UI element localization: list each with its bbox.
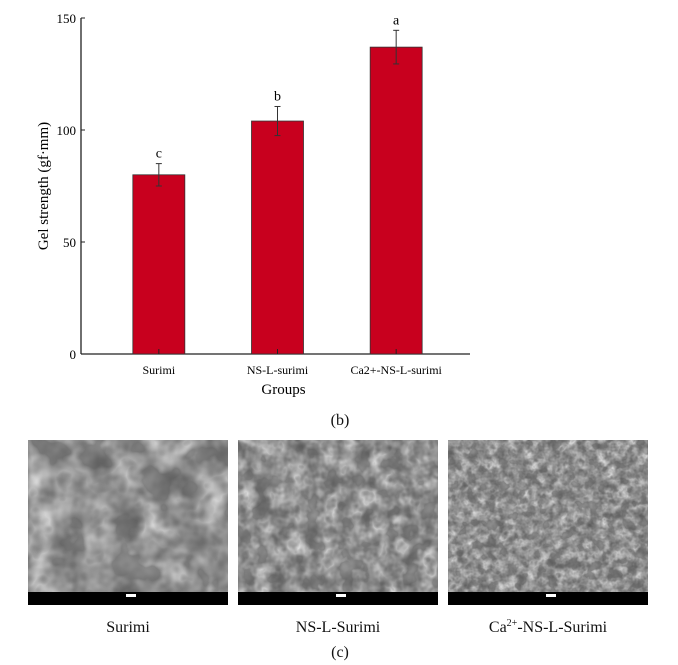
y-tick-label: 0 (70, 347, 77, 362)
y-tick-label: 50 (63, 235, 76, 250)
significance-letter: b (274, 89, 281, 104)
x-tick-label: Ca2+-NS-L-surimi (350, 363, 442, 377)
significance-letter: a (393, 13, 400, 28)
x-axis-label: Groups (261, 382, 305, 398)
caption-superscript: 2+ (506, 618, 518, 629)
y-tick-label: 100 (57, 123, 77, 138)
x-tick-label: NS-L-surimi (247, 363, 309, 377)
bar (369, 46, 423, 355)
panel-label-c: (c) (331, 644, 349, 661)
x-tick-label: Surimi (142, 363, 175, 377)
sem-info-bar (448, 592, 648, 605)
caption-part: Ca (488, 619, 507, 636)
sem-image-ca-ns-l-surimi (448, 440, 648, 605)
caption-part: -NS-L-Surimi (517, 619, 608, 636)
sem-image-ns-l-surimi (238, 440, 438, 605)
sem-caption-ns-l-surimi: NS-L-Surimi (295, 619, 381, 636)
sem-info-bar (238, 592, 438, 605)
sem-caption-surimi: Surimi (106, 619, 150, 636)
scale-bar (126, 594, 136, 597)
y-axis-label: Gel strength (gf·mm) (36, 122, 52, 250)
scale-bar (546, 594, 556, 597)
y-tick-label: 150 (57, 11, 77, 26)
sem-caption-ca-ns-l-surimi: Ca2+-NS-L-Surimi (448, 618, 648, 638)
sem-info-bar (28, 592, 228, 605)
sem-texture (28, 440, 228, 592)
bar (251, 120, 304, 355)
sem-texture (238, 440, 438, 592)
bar (132, 174, 186, 355)
significance-letter: c (156, 147, 162, 162)
sem-texture (448, 440, 648, 592)
sem-image-surimi (28, 440, 228, 605)
panel-label-b: (b) (330, 412, 350, 429)
scale-bar (336, 594, 346, 597)
bar-chart: 0 50 100 150 c Surimi b NS-L-surimi a Ca2+-NS-L-s… (36, 11, 470, 398)
